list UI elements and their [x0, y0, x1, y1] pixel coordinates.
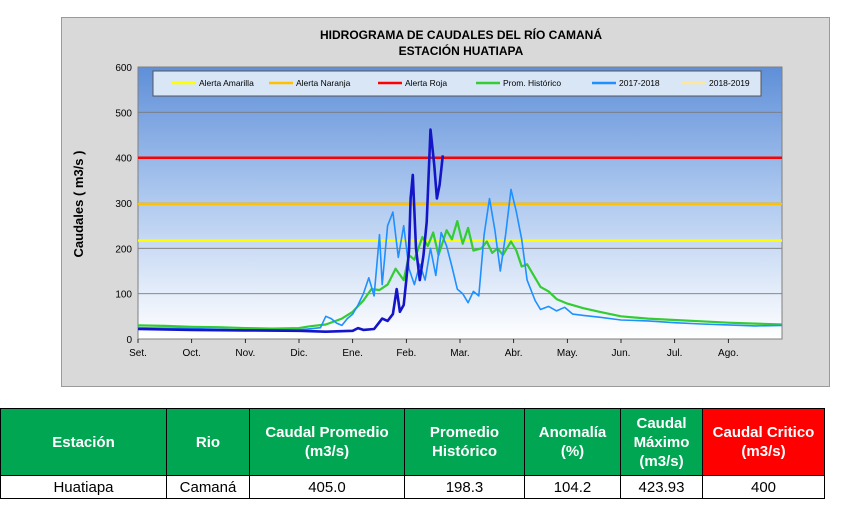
- x-tick-label: Oct.: [182, 348, 200, 359]
- y-tick-label: 500: [115, 108, 132, 119]
- x-tick-label: Nov.: [235, 348, 255, 359]
- x-tick-label: Ene.: [342, 348, 363, 359]
- x-tick-label: Mar.: [450, 348, 469, 359]
- y-tick-label: 0: [126, 335, 132, 346]
- x-tick-label: Feb.: [396, 348, 416, 359]
- header-station: Estación: [0, 408, 167, 476]
- cell-avg-flow: 405.0: [249, 475, 405, 499]
- header-river: Rio: [166, 408, 250, 476]
- cell-max-flow: 423.93: [620, 475, 703, 499]
- cell-hist-avg: 198.3: [404, 475, 525, 499]
- header-avg-flow: Caudal Promedio (m3/s): [249, 408, 405, 476]
- cell-anomaly: 104.2: [524, 475, 621, 499]
- legend-label: Prom. Histórico: [503, 78, 561, 88]
- header-critical-flow: Caudal Critico (m3/s): [702, 408, 825, 476]
- series-line-4: [137, 188, 783, 331]
- y-tick-label: 100: [115, 290, 132, 301]
- series-line-5: [137, 128, 445, 333]
- x-tick-label: May.: [557, 348, 578, 359]
- x-tick-label: Jul.: [667, 348, 683, 359]
- x-tick-label: Ago.: [718, 348, 739, 359]
- legend: Alerta Amarilla Alerta Naranja Alerta Roja…: [172, 78, 750, 88]
- y-tick-labels: 0 100 200 300 400 500 600: [115, 63, 132, 346]
- series-lines: [137, 128, 783, 333]
- summary-table: Estación Rio Caudal Promedio (m3/s) Prom…: [0, 408, 825, 499]
- y-tick-label: 600: [115, 63, 132, 74]
- legend-box: [152, 70, 762, 97]
- x-tick-label: Dic.: [290, 348, 307, 359]
- header-anomaly: Anomalía (%): [524, 408, 621, 476]
- cell-river: Camaná: [166, 475, 250, 499]
- table-header-row: Estación Rio Caudal Promedio (m3/s) Prom…: [0, 408, 825, 476]
- header-max-flow: Caudal Máximo (m3/s): [620, 408, 703, 476]
- legend-label: 2017-2018: [619, 78, 660, 88]
- y-tick-label: 400: [115, 154, 132, 165]
- y-tick-label: 300: [115, 199, 132, 210]
- legend-label: Alerta Roja: [405, 78, 447, 88]
- chart-svg: HIDROGRAMA DE CAUDALES DEL RÍO CAMANÁ ES…: [71, 27, 783, 359]
- legend-label: Alerta Naranja: [296, 78, 351, 88]
- x-tick-label: Set.: [129, 348, 147, 359]
- chart-title: HIDROGRAMA DE CAUDALES DEL RÍO CAMANÁ: [320, 27, 602, 42]
- x-tick-labels: Set. Oct. Nov. Dic. Ene. Feb. Mar. Abr. May. Jun.…: [129, 339, 739, 359]
- hydrograph-chart: HIDROGRAMA DE CAUDALES DEL RÍO CAMANÁ ES…: [61, 17, 830, 387]
- header-hist-avg: Promedio Histórico: [404, 408, 525, 476]
- table-row: Huatiapa Camaná 405.0 198.3 104.2 423.93…: [0, 475, 825, 499]
- chart-subtitle: ESTACIÓN HUATIAPA: [399, 43, 524, 58]
- x-tick-label: Jun.: [612, 348, 631, 359]
- y-axis-label: Caudales ( m3/s ): [71, 151, 86, 258]
- legend-label: 2018-2019: [709, 78, 750, 88]
- cell-critical-flow: 400: [702, 475, 825, 499]
- legend-label: Alerta Amarilla: [199, 78, 254, 88]
- y-tick-label: 200: [115, 244, 132, 255]
- cell-station: Huatiapa: [0, 475, 167, 499]
- x-tick-label: Abr.: [505, 348, 523, 359]
